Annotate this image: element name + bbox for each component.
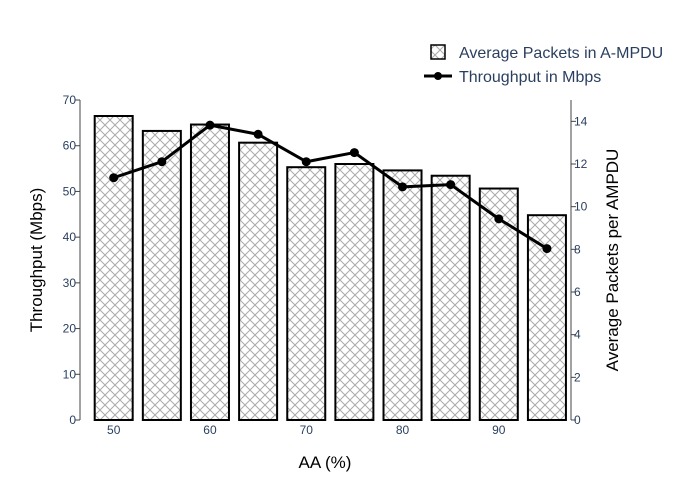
y-tick-label-30: 30 xyxy=(63,276,77,290)
line-series xyxy=(109,120,552,254)
y-tick-label-20: 20 xyxy=(63,322,77,336)
x-tick-label-70: 70 xyxy=(300,423,314,437)
throughput-point-90 xyxy=(494,214,504,224)
bar-55 xyxy=(141,129,182,422)
legend-label-line: Throughput in Mbps xyxy=(459,69,601,86)
legend-swatch-marker xyxy=(434,72,442,80)
y-tick-label-0: 0 xyxy=(69,413,76,427)
y2-tick-label-6: 6 xyxy=(574,285,581,299)
y2-tick-label-2: 2 xyxy=(574,370,581,384)
x-tick-label-60: 60 xyxy=(203,423,217,437)
y2-tick-label-4: 4 xyxy=(574,328,581,342)
legend-item-line[interactable]: Throughput in Mbps xyxy=(424,69,601,86)
bar-70 xyxy=(286,166,327,421)
throughput-point-75 xyxy=(349,148,359,158)
bar-60 xyxy=(189,123,230,422)
legend-item-bars[interactable]: Average Packets in A-MPDU xyxy=(430,44,663,62)
y-tick-label-10: 10 xyxy=(63,367,77,381)
throughput-point-70 xyxy=(301,157,311,167)
bar-65 xyxy=(238,141,279,422)
y2-tick-label-14: 14 xyxy=(574,114,588,128)
y2-tick-label-10: 10 xyxy=(574,200,588,214)
y-axis-title: Throughput (Mbps) xyxy=(27,188,46,333)
bar-50 xyxy=(93,115,134,421)
legend: Average Packets in A-MPDU Throughput in … xyxy=(424,44,663,86)
y2-tick-label-12: 12 xyxy=(574,157,588,171)
x-tick-label-90: 90 xyxy=(492,423,506,437)
legend-swatch-bars xyxy=(430,44,446,60)
y-tick-label-70: 70 xyxy=(63,93,77,107)
bar-80 xyxy=(382,169,423,421)
throughput-point-65 xyxy=(253,129,263,139)
y-tick-label-60: 60 xyxy=(63,139,77,153)
throughput-point-50 xyxy=(109,173,119,183)
throughput-point-60 xyxy=(205,120,215,130)
x-tick-label-80: 80 xyxy=(396,423,410,437)
throughput-point-95 xyxy=(542,244,552,254)
legend-label-bars: Average Packets in A-MPDU xyxy=(459,45,663,62)
axis-lines xyxy=(79,100,572,420)
x-axis-title: AA (%) xyxy=(299,453,352,472)
y2-axis-ticks: 0 2 4 6 8 10 12 14 xyxy=(571,114,588,427)
x-tick-label-50: 50 xyxy=(107,423,121,437)
y-tick-label-50: 50 xyxy=(63,184,77,198)
y2-axis-title: Average Packets per AMPDU xyxy=(603,149,622,372)
throughput-point-55 xyxy=(157,157,167,167)
throughput-line xyxy=(113,123,548,250)
y2-tick-label-8: 8 xyxy=(574,242,581,256)
throughput-point-80 xyxy=(398,182,408,192)
y-tick-label-40: 40 xyxy=(63,230,77,244)
y-axis-ticks: 0 10 20 30 40 50 60 70 xyxy=(63,93,80,427)
y2-tick-label-0: 0 xyxy=(574,413,581,427)
bar-75 xyxy=(334,163,375,421)
throughput-point-85 xyxy=(446,180,456,190)
x-axis-ticks: 50 60 70 80 90 xyxy=(107,423,506,437)
bar-85 xyxy=(430,174,471,421)
